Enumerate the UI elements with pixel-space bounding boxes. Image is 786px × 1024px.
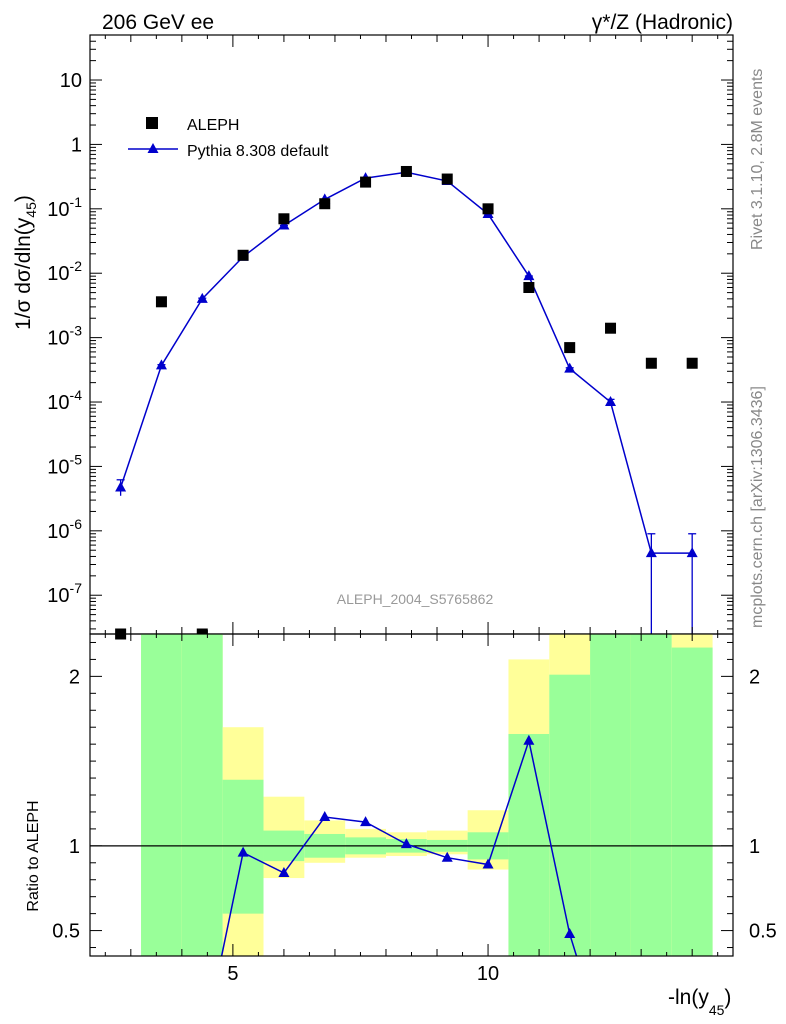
band-inner [549, 674, 591, 956]
y-tick-label: 10-3 [47, 323, 82, 350]
ratio-y-tick-label-right: 1 [749, 836, 760, 858]
ratio-point [482, 858, 494, 869]
y-tick-label: 10-6 [47, 516, 82, 543]
analysis-label: ALEPH_2004_S5765862 [337, 591, 494, 607]
ratio-y-tick-label-right: 0.5 [749, 921, 777, 943]
legend: ALEPH Pythia 8.308 default [128, 117, 329, 160]
band-inner [671, 647, 713, 956]
y-tick-label-exp: -5 [70, 451, 83, 467]
ratio-point [523, 734, 535, 745]
x-tick-label: 5 [227, 963, 238, 985]
data-point [319, 198, 331, 210]
mcplots-label: mcplots.cern.ch [arXiv:1306.3436] [749, 386, 766, 628]
energy-label: 206 GeV ee [102, 11, 214, 34]
y-tick-label-exp: -2 [70, 258, 83, 274]
data-point [278, 213, 290, 225]
data-point [605, 322, 617, 334]
mc-point [278, 219, 290, 230]
ratio-point [564, 927, 576, 938]
data-point [237, 249, 249, 261]
ratio-point [319, 811, 331, 822]
mc-point [115, 481, 127, 492]
ratio-point [278, 866, 290, 877]
y-tick-label-base: 10 [47, 585, 69, 607]
y-tick-label-exp: -4 [70, 387, 83, 403]
mc-point [686, 547, 698, 558]
mc-line [119, 171, 693, 554]
y-tick-label-exp: -6 [70, 516, 83, 532]
y-tick-label: 10-1 [47, 194, 82, 221]
ratio-y-tick-label-right: 2 [749, 666, 760, 688]
ratio-bands [141, 634, 713, 956]
legend-label-pythia: Pythia 8.308 default [187, 143, 329, 160]
data-point [400, 165, 412, 177]
ratio-series [220, 734, 578, 956]
band-inner [508, 733, 550, 956]
y-tick-label-base: 10 [47, 521, 69, 543]
band-inner [141, 634, 182, 956]
data-point [686, 357, 698, 369]
upper-y-ticks [90, 34, 733, 630]
y-tick-label-exp: -3 [70, 323, 83, 339]
legend-marker-pythia [147, 143, 159, 153]
y-tick-label-base: 10 [47, 328, 69, 350]
ratio-point [441, 851, 453, 862]
y-tick-label-exp: -1 [70, 194, 83, 210]
ratio-point [237, 846, 249, 857]
y-tick-label: 1 [71, 134, 82, 156]
y-axis-title-sub: 45 [23, 202, 39, 218]
ratio-y-ticks [90, 641, 733, 949]
x-tick-label: 10 [477, 963, 499, 985]
band-inner [630, 634, 672, 956]
legend-marker-aleph [146, 117, 158, 129]
ratio-y-tick-label: 1 [69, 836, 80, 858]
band-inner [181, 634, 223, 956]
x-axis-title: -ln(y45) [668, 986, 731, 1018]
process-label: γ*/Z (Hadronic) [592, 11, 733, 34]
x-ticks [104, 35, 719, 956]
mc-point [523, 270, 535, 281]
y-axis-title: 1/σ dσ/dln(y45) [12, 195, 39, 330]
ratio-axis-title: Ratio to ALEPH [25, 800, 42, 911]
x-axis-title-main: -ln(y [668, 986, 709, 1009]
ratio-y-tick-label: 0.5 [52, 921, 80, 943]
mc-point [564, 362, 576, 373]
y-axis-title-end: ) [12, 195, 35, 202]
data-point [441, 173, 453, 185]
y-tick-label-base: 10 [47, 456, 69, 478]
rivet-label: Rivet 3.1.10, 2.8M events [749, 69, 766, 250]
y-tick-label: 10-5 [47, 451, 82, 478]
y-tick-label: 10-4 [47, 387, 82, 414]
mc-point [155, 359, 167, 370]
mc-point [196, 292, 208, 303]
data-point [645, 357, 657, 369]
y-tick-label: 10-7 [47, 580, 82, 607]
y-tick-label: 10-2 [47, 258, 82, 285]
ratio-panel: 5 10 0.5 0.5 1 1 2 2 [52, 35, 777, 985]
ratio-y-tick-label: 2 [69, 666, 80, 688]
x-axis-title-end: ) [724, 986, 731, 1009]
y-tick-label-exp: -7 [70, 580, 83, 596]
data-point [523, 282, 535, 294]
upper-series [115, 166, 698, 634]
band-inner [590, 634, 631, 956]
mc-point [605, 396, 617, 407]
ratio-point [360, 816, 372, 827]
data-point [360, 176, 372, 188]
legend-label-aleph: ALEPH [187, 117, 239, 134]
x-axis-title-sub: 45 [709, 1002, 725, 1018]
y-tick-label-base: 10 [47, 392, 69, 414]
y-tick-label-base: 10 [47, 199, 69, 221]
ratio-point [400, 838, 412, 849]
y-tick-label-base: 10 [47, 263, 69, 285]
data-point [564, 342, 576, 354]
data-point [482, 203, 494, 215]
y-axis-title-main: 1/σ dσ/dln(y [12, 217, 35, 330]
mc-point [645, 547, 657, 558]
y-tick-label: 10 [60, 70, 82, 92]
data-point [155, 296, 167, 308]
